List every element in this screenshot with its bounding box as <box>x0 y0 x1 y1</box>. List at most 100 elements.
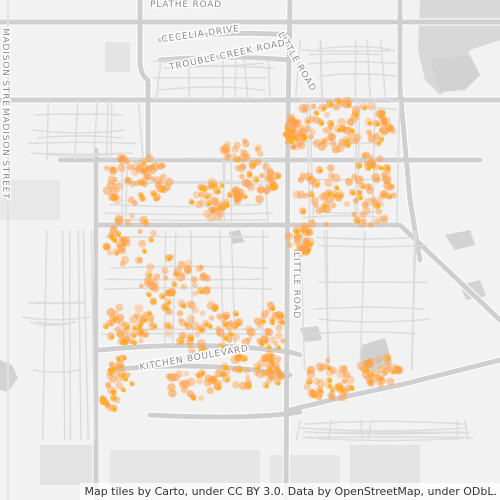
density-point <box>108 193 116 201</box>
density-point <box>239 173 245 180</box>
minor-street <box>410 229 417 371</box>
density-point-core <box>337 99 342 104</box>
density-point-core <box>152 192 157 197</box>
density-point <box>322 104 328 110</box>
density-point <box>219 145 228 155</box>
density-point-core <box>190 200 195 205</box>
density-point-core <box>104 325 109 330</box>
density-point <box>371 198 379 207</box>
density-point <box>135 165 143 174</box>
minor-street <box>31 129 125 134</box>
density-point-core <box>237 354 242 358</box>
density-point-core <box>332 193 337 198</box>
density-point-core <box>148 311 152 316</box>
density-point-core <box>182 304 186 309</box>
map-attribution[interactable]: Map tiles by Carto, under CC BY 3.0. Dat… <box>80 483 500 500</box>
density-point <box>317 142 327 151</box>
density-point-core <box>312 393 317 397</box>
density-point-core <box>225 377 230 382</box>
density-point <box>208 192 214 199</box>
density-point <box>144 276 153 285</box>
density-point <box>343 96 351 105</box>
density-point <box>188 301 197 309</box>
density-point <box>385 170 392 176</box>
density-point <box>323 200 330 208</box>
density-point-core <box>346 143 351 148</box>
density-point-core <box>301 229 306 234</box>
density-point-core <box>123 340 127 345</box>
density-point <box>338 392 348 402</box>
density-point <box>242 366 251 375</box>
density-point <box>298 104 308 113</box>
density-point <box>138 338 144 344</box>
density-point <box>185 259 192 267</box>
density-point-core <box>163 306 168 310</box>
density-point <box>234 198 240 205</box>
density-point <box>245 374 251 381</box>
density-point <box>208 315 215 321</box>
density-point-core <box>152 300 157 305</box>
density-point <box>374 356 382 364</box>
density-point-core <box>375 122 380 127</box>
density-point <box>265 377 272 384</box>
density-point <box>107 180 116 190</box>
minor-street <box>359 229 366 371</box>
density-point <box>138 239 147 248</box>
density-point <box>113 196 122 204</box>
density-point <box>185 300 194 309</box>
density-point <box>215 325 222 332</box>
density-point <box>194 331 201 338</box>
density-point <box>269 336 277 344</box>
density-point <box>224 140 231 148</box>
density-point-core <box>167 300 172 305</box>
density-point-core <box>123 377 128 382</box>
density-point <box>307 219 316 228</box>
density-point <box>379 126 389 136</box>
field-area <box>105 42 130 72</box>
density-point-core <box>379 137 384 142</box>
density-point <box>147 314 155 322</box>
density-point <box>178 317 184 323</box>
density-point-core <box>132 341 137 346</box>
street-label-plathe-road: PLATHE ROAD <box>150 0 222 10</box>
density-point <box>263 186 271 194</box>
density-point <box>171 373 180 382</box>
density-point-core <box>166 324 171 329</box>
density-point <box>365 128 372 136</box>
density-point <box>159 162 166 169</box>
density-point-core <box>268 368 273 372</box>
density-point <box>152 279 160 287</box>
density-point <box>280 338 286 344</box>
density-point-core <box>199 186 204 191</box>
density-point <box>190 321 200 331</box>
density-point <box>379 120 388 129</box>
density-point <box>330 202 337 209</box>
density-point <box>214 369 224 378</box>
density-point-core <box>112 407 117 412</box>
density-point <box>356 361 365 371</box>
density-point-core <box>385 166 390 171</box>
minor-street <box>464 419 469 441</box>
density-point <box>195 200 203 209</box>
minor-street <box>77 229 82 441</box>
density-point <box>376 155 384 163</box>
minor-street <box>308 61 399 65</box>
minor-street <box>113 219 268 222</box>
density-point <box>233 141 241 149</box>
density-point-core <box>271 186 276 190</box>
density-point-core <box>225 203 230 208</box>
density-point <box>206 387 214 395</box>
density-point <box>393 364 400 371</box>
density-point-core <box>301 210 306 214</box>
field-area <box>0 180 60 220</box>
density-point <box>316 379 326 388</box>
density-point <box>317 394 323 400</box>
density-point <box>306 368 312 374</box>
density-point <box>115 303 124 312</box>
density-point <box>341 378 348 385</box>
density-point-core <box>199 289 204 294</box>
density-point <box>125 177 132 184</box>
density-point <box>120 236 128 244</box>
density-point <box>375 208 383 216</box>
